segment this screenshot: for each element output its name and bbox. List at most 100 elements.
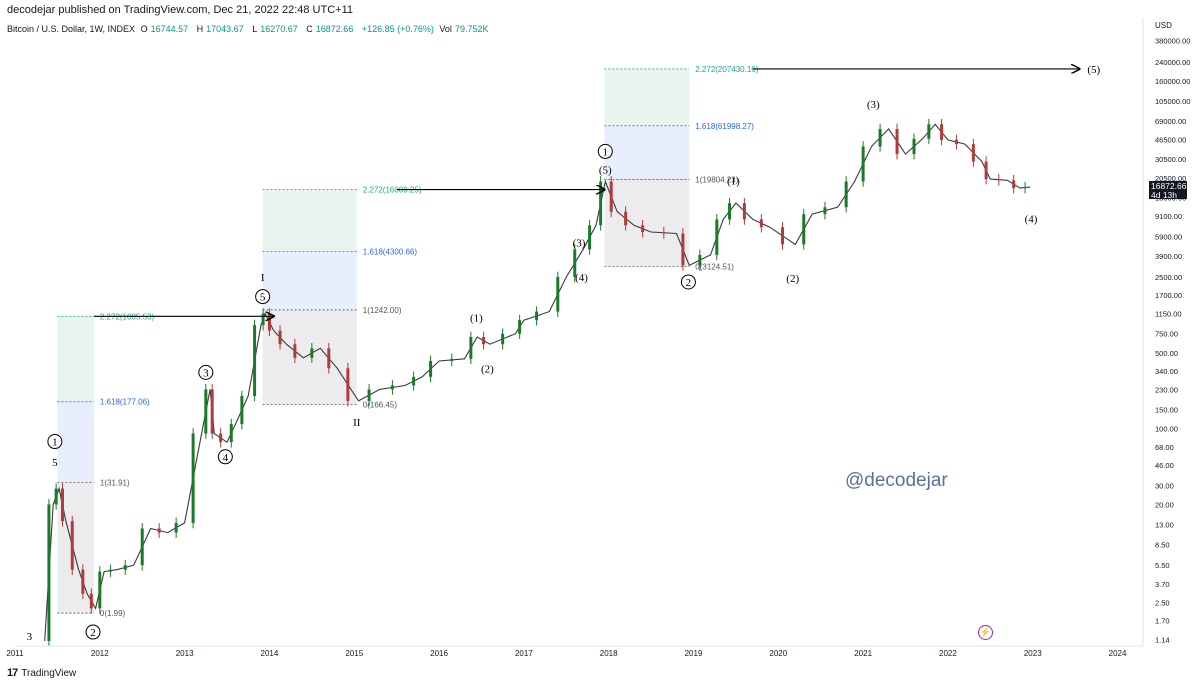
y-tick-label: 9100.00 (1155, 212, 1182, 221)
candle-body (997, 179, 1001, 181)
candle-body (728, 203, 732, 220)
candle-body (429, 361, 433, 377)
symbol-name[interactable]: Bitcoin / U.S. Dollar, 1W, INDEX (7, 24, 136, 34)
candle-body (412, 376, 416, 386)
y-tick-label: 3900.00 (1155, 252, 1182, 261)
lightning-icon[interactable]: ⚡ (978, 625, 993, 640)
x-tick-label: 2016 (430, 649, 448, 658)
candle-body (681, 233, 685, 266)
wave-label: (5) (599, 165, 612, 177)
y-tick-label: 2500.00 (1155, 273, 1182, 282)
y-tick-label: 5900.00 (1155, 233, 1182, 242)
wave-label: (1) (727, 175, 740, 187)
fib-level-label: 0(1.99) (100, 609, 126, 618)
fib-level-label: 2.272(207430.16) (695, 65, 759, 74)
x-tick-label: 2024 (1109, 649, 1127, 658)
candle-body (47, 504, 51, 641)
fib-level-label: 1.618(61998.27) (695, 122, 754, 131)
x-tick-label: 2023 (1024, 649, 1042, 658)
candle-body (89, 593, 93, 609)
y-tick-label: 13.00 (1155, 521, 1174, 530)
candle-body (310, 348, 314, 358)
wave-label: 3 (203, 367, 209, 379)
candle-body (715, 219, 719, 255)
wave-label: (3) (573, 238, 586, 250)
wave-label: I (261, 272, 265, 284)
wave-label: (5) (1087, 64, 1100, 76)
open-label: O (140, 24, 148, 34)
y-tick-label: 30.00 (1155, 481, 1174, 490)
time-axis: 2011 2012 2013 2014 2015 2016 2017 2018 2019 2020… (6, 645, 1143, 658)
candle-body (802, 214, 806, 245)
x-tick-label: 2021 (854, 649, 872, 658)
price-axis: USD 380000.00 240000.00 160000.00 105000.00 6… (1142, 18, 1190, 646)
candle-body (878, 128, 882, 147)
candle-body (60, 488, 64, 522)
y-tick-label: 69000.00 (1155, 117, 1186, 126)
x-tick-label: 2017 (515, 649, 533, 658)
fib-level-label: 1(19804.23) (695, 176, 738, 185)
y-tick-label: 3.70 (1155, 580, 1170, 589)
high-label: H (196, 24, 204, 34)
y-tick-label: 46500.00 (1155, 135, 1186, 144)
candle-body (123, 565, 127, 570)
x-tick-label: 2020 (769, 649, 787, 658)
candle-body (940, 124, 944, 140)
close-value: 16872.66 (315, 24, 354, 34)
candle-body (588, 225, 592, 250)
fib-level-label: 1.618(177.06) (100, 398, 150, 407)
candle-body (984, 161, 988, 180)
fib-extension-layer: 2.272(1085.53)1.618(177.06)1(31.91)0(1.9… (57, 65, 759, 618)
wave-label: 1 (603, 146, 609, 158)
candle-body (482, 336, 486, 345)
y-tick-label: 20500.00 (1155, 174, 1186, 183)
fib-band (604, 68, 690, 126)
y-tick-label: 68.00 (1155, 443, 1174, 452)
candle-body (1012, 180, 1016, 189)
wave-label: 1 (52, 437, 58, 449)
candle-body (81, 569, 85, 594)
candle-body (861, 146, 865, 182)
x-tick-label: 2011 (6, 649, 24, 658)
x-tick-label: 2012 (91, 649, 109, 658)
candle-body (624, 211, 628, 226)
candle-body (662, 232, 666, 234)
candle-body (971, 144, 975, 162)
candle-body (450, 358, 454, 362)
candle-body (191, 433, 195, 523)
candle-body (781, 227, 785, 245)
wave-label-circle (597, 143, 613, 159)
candle-body (1023, 187, 1027, 189)
y-tick-label: 8.50 (1155, 541, 1170, 550)
candle-body (742, 203, 746, 220)
fib-band (262, 189, 357, 252)
wave-label-circle (255, 289, 271, 305)
candle-body (518, 320, 522, 334)
candle-body (823, 207, 827, 215)
fib-level-label: 1(1242.00) (363, 306, 402, 315)
currency-label: USD (1155, 21, 1172, 30)
candle-body (278, 330, 282, 345)
y-tick-label: 380000.00 (1155, 36, 1190, 45)
high-value: 17043.67 (206, 24, 244, 34)
candle-body (469, 336, 473, 359)
candle-body (108, 569, 112, 572)
author-watermark: @decodejar (845, 470, 948, 491)
tradingview-logo[interactable]: 17 TradingView (7, 667, 76, 679)
candle-body (98, 571, 102, 609)
wave-label: 4 (223, 452, 229, 464)
x-tick-label: 2014 (261, 649, 279, 658)
candle-body (501, 333, 505, 345)
chart-header: decodejar published on TradingView.com, … (0, 0, 1200, 18)
x-tick-label: 2013 (176, 649, 194, 658)
candle-body (895, 128, 899, 155)
candle-body (759, 219, 763, 228)
tradingview-logo-icon: 17 (7, 667, 18, 679)
candle-body (609, 181, 613, 212)
symbol-legend: Bitcoin / U.S. Dollar, 1W, INDEX O 16744.… (7, 24, 494, 34)
fib-level-label: 0(3124.51) (695, 263, 734, 272)
wave-label: (3) (867, 99, 880, 111)
candle-body (912, 138, 916, 155)
y-tick-label: 1.14 (1155, 635, 1170, 644)
